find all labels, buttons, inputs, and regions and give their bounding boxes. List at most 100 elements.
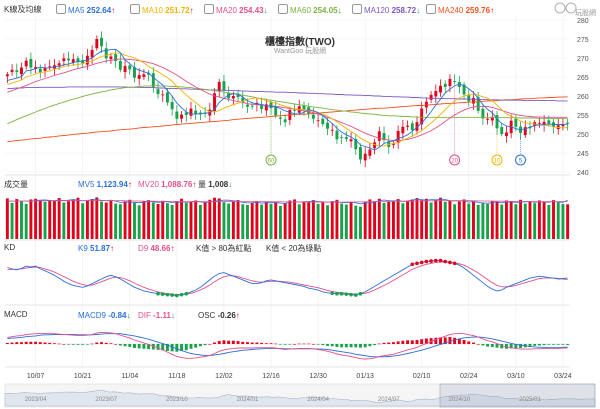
legend-item-mv20: MV20 1,088.76↑ [138, 179, 196, 191]
volume-bar [20, 201, 23, 239]
arrow-up-icon: ↑ [111, 6, 116, 15]
price-legend: K線及均線 [4, 4, 41, 16]
legend-item-ma10[interactable]: MA10 251.72↑ [130, 4, 194, 16]
volume-bar [57, 198, 61, 239]
kd-low-dot [353, 293, 358, 297]
candle-body [217, 81, 221, 92]
volume-bar [537, 200, 541, 239]
candle-body [424, 101, 428, 108]
osc-bar [189, 344, 193, 349]
candle-body [283, 119, 287, 123]
volume-bar [349, 201, 353, 239]
ma5-line [7, 48, 568, 151]
legend-name: 量 [198, 180, 209, 189]
osc-bar [500, 344, 504, 349]
volume-bar [34, 198, 38, 239]
osc-bar [283, 344, 287, 345]
logo-icon-ring [565, 2, 577, 14]
arrow-up-icon: ↑ [490, 6, 495, 15]
osc-bar [533, 344, 537, 346]
volume-bar [43, 201, 47, 239]
candle-body [71, 59, 75, 63]
osc-bar [293, 344, 297, 345]
candle-body [180, 114, 184, 119]
volume-bar [359, 206, 362, 239]
mv20-line [7, 200, 568, 203]
volume-bar [274, 201, 278, 239]
brand-logo-text: 玩股網 [575, 10, 596, 17]
ma-marker-label: 60 [268, 158, 275, 164]
volume-bar [307, 201, 311, 239]
candle-body [184, 112, 188, 115]
legend-checkbox[interactable] [130, 4, 140, 14]
osc-bar [340, 344, 344, 348]
volume-bar [10, 202, 14, 239]
volume-bar [316, 203, 320, 239]
price-tick-label: 255 [577, 113, 589, 120]
ma-marker-circle [265, 154, 277, 166]
legend-checkbox[interactable] [278, 4, 288, 14]
candle-body [10, 69, 14, 73]
kd-low-dot [339, 291, 344, 296]
legend-item-ma60[interactable]: MA60 254.05↓ [278, 4, 342, 16]
candle-body [236, 93, 240, 98]
osc-bar [311, 344, 315, 345]
osc-bar [147, 344, 151, 350]
candle-body [118, 60, 122, 70]
legend-item-ma20[interactable]: MA20 254.43↓ [204, 4, 268, 16]
price-tick-label: 245 [577, 151, 589, 158]
osc-bar [34, 341, 38, 344]
volume-bar [161, 200, 165, 239]
legend-checkbox[interactable] [204, 4, 214, 14]
legend-name: K9 [78, 244, 91, 253]
volume-bar [354, 205, 358, 239]
volume-bar [283, 203, 287, 239]
legend-value: -0.84 [108, 311, 127, 320]
volume-bar [213, 197, 216, 239]
candle-body [198, 112, 202, 115]
date-axis: 10/07 10/21 11/04 11/18 12/02 12/16 12/30 01/13… [27, 373, 572, 380]
osc-bar [316, 344, 320, 345]
osc-bar [15, 342, 19, 344]
osc-bar [151, 344, 155, 350]
legend-checkbox[interactable] [56, 4, 66, 14]
legend-value: -1.11 [153, 311, 171, 320]
volume-bar [231, 201, 235, 239]
legend-checkbox[interactable] [352, 4, 362, 14]
legend-checkbox[interactable] [426, 4, 436, 14]
legend-item-ma240[interactable]: MA240 259.76↑ [426, 4, 494, 16]
navigator: 2023/04 2023/07 2023/10 2024/01 2024/04 2024/… [4, 2, 596, 408]
legend-name: MA120 [364, 6, 392, 15]
candle-body [189, 108, 193, 116]
date-tick-label: 11/18 [168, 373, 185, 380]
volume-bar [246, 204, 249, 239]
volume-bar [467, 203, 471, 239]
legend-item-macd9: MACD9 -0.84↓ [78, 310, 130, 322]
volume-bar [434, 199, 438, 239]
osc-bar [90, 343, 94, 345]
osc-bar [476, 344, 480, 345]
candle-body [453, 81, 457, 82]
osc-bar [373, 344, 377, 346]
volume-bar [123, 201, 127, 239]
osc-bar [170, 344, 174, 352]
price-tick-label: 250 [577, 132, 589, 139]
navigator-area [4, 389, 596, 407]
volume-bar [109, 200, 113, 239]
volume-bar [29, 199, 33, 239]
candle-body [269, 102, 273, 109]
ma20-line [7, 58, 568, 141]
candle-body [90, 50, 94, 58]
legend-item-ma120[interactable]: MA120 258.72↓ [352, 4, 420, 16]
arrow-down-icon: ↓ [263, 6, 268, 15]
candle-body [114, 54, 118, 62]
date-tick-label: 10/07 [27, 373, 45, 380]
osc-bar [203, 344, 207, 346]
candle-body [377, 131, 381, 141]
ma-marker-label: 20 [451, 158, 458, 164]
volume-bar [462, 199, 466, 239]
candle-body [382, 133, 386, 141]
legend-name: MV5 [78, 180, 97, 189]
legend-item-ma5[interactable]: MA5 252.64↑ [56, 4, 115, 16]
volume-bar [278, 205, 282, 239]
